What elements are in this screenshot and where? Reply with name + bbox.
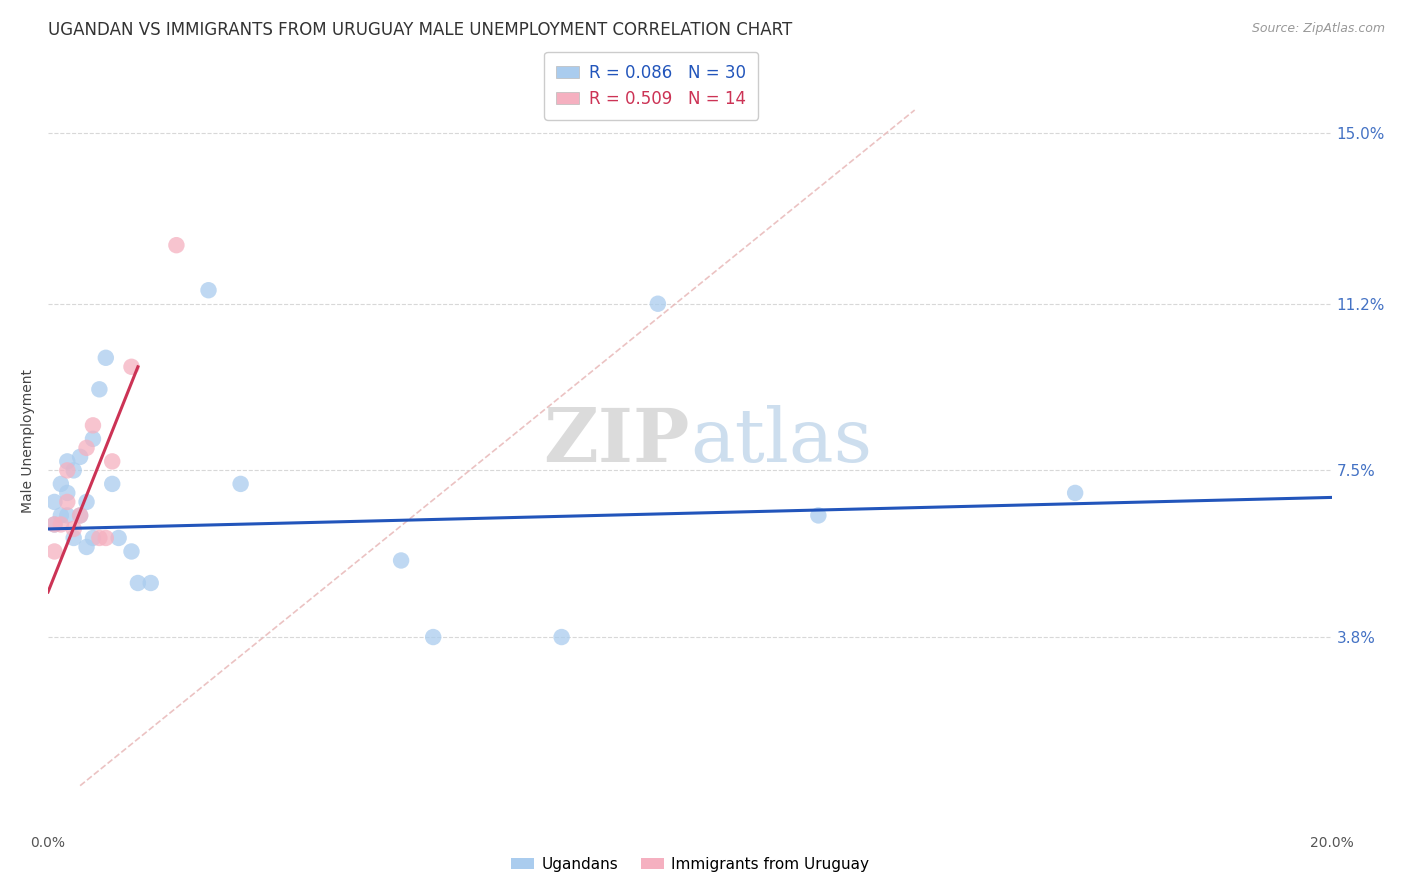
Point [197, 283, 219, 297]
Point [62, 531, 84, 545]
Point [807, 508, 830, 523]
Point [49, 476, 72, 491]
Point [69, 508, 91, 523]
Point [107, 531, 129, 545]
Point [89, 531, 111, 545]
Point [44, 517, 66, 532]
Point [101, 476, 124, 491]
Text: ZIP: ZIP [544, 405, 690, 477]
Point [101, 454, 124, 468]
Point [44, 544, 66, 558]
Point [49, 517, 72, 532]
Point [127, 576, 149, 591]
Point [56, 495, 79, 509]
Point [422, 630, 444, 644]
Point [82, 418, 104, 433]
Point [49, 508, 72, 523]
Point [69, 450, 91, 464]
Point [94, 531, 117, 545]
Point [76, 540, 98, 554]
Text: UGANDAN VS IMMIGRANTS FROM URUGUAY MALE UNEMPLOYMENT CORRELATION CHART: UGANDAN VS IMMIGRANTS FROM URUGUAY MALE … [48, 21, 792, 39]
Point [69, 508, 91, 523]
Point [121, 359, 143, 374]
Point [56, 463, 79, 477]
Point [56, 508, 79, 523]
Text: atlas: atlas [690, 405, 872, 477]
Point [389, 553, 412, 567]
Point [56, 486, 79, 500]
Point [165, 238, 187, 252]
Point [550, 630, 572, 644]
Text: Source: ZipAtlas.com: Source: ZipAtlas.com [1251, 22, 1385, 36]
Point [62, 463, 84, 477]
Point [56, 454, 79, 468]
Point [1064, 486, 1087, 500]
Point [229, 476, 252, 491]
Point [139, 576, 162, 591]
Point [62, 522, 84, 536]
Point [76, 441, 98, 455]
Point [121, 544, 143, 558]
Y-axis label: Male Unemployment: Male Unemployment [21, 369, 35, 513]
Legend: Ugandans, Immigrants from Uruguay: Ugandans, Immigrants from Uruguay [505, 850, 876, 878]
Point [44, 495, 66, 509]
Point [82, 432, 104, 446]
Point [647, 297, 669, 311]
Point [94, 351, 117, 365]
Point [89, 382, 111, 396]
Point [76, 495, 98, 509]
Point [44, 517, 66, 532]
Point [82, 531, 104, 545]
